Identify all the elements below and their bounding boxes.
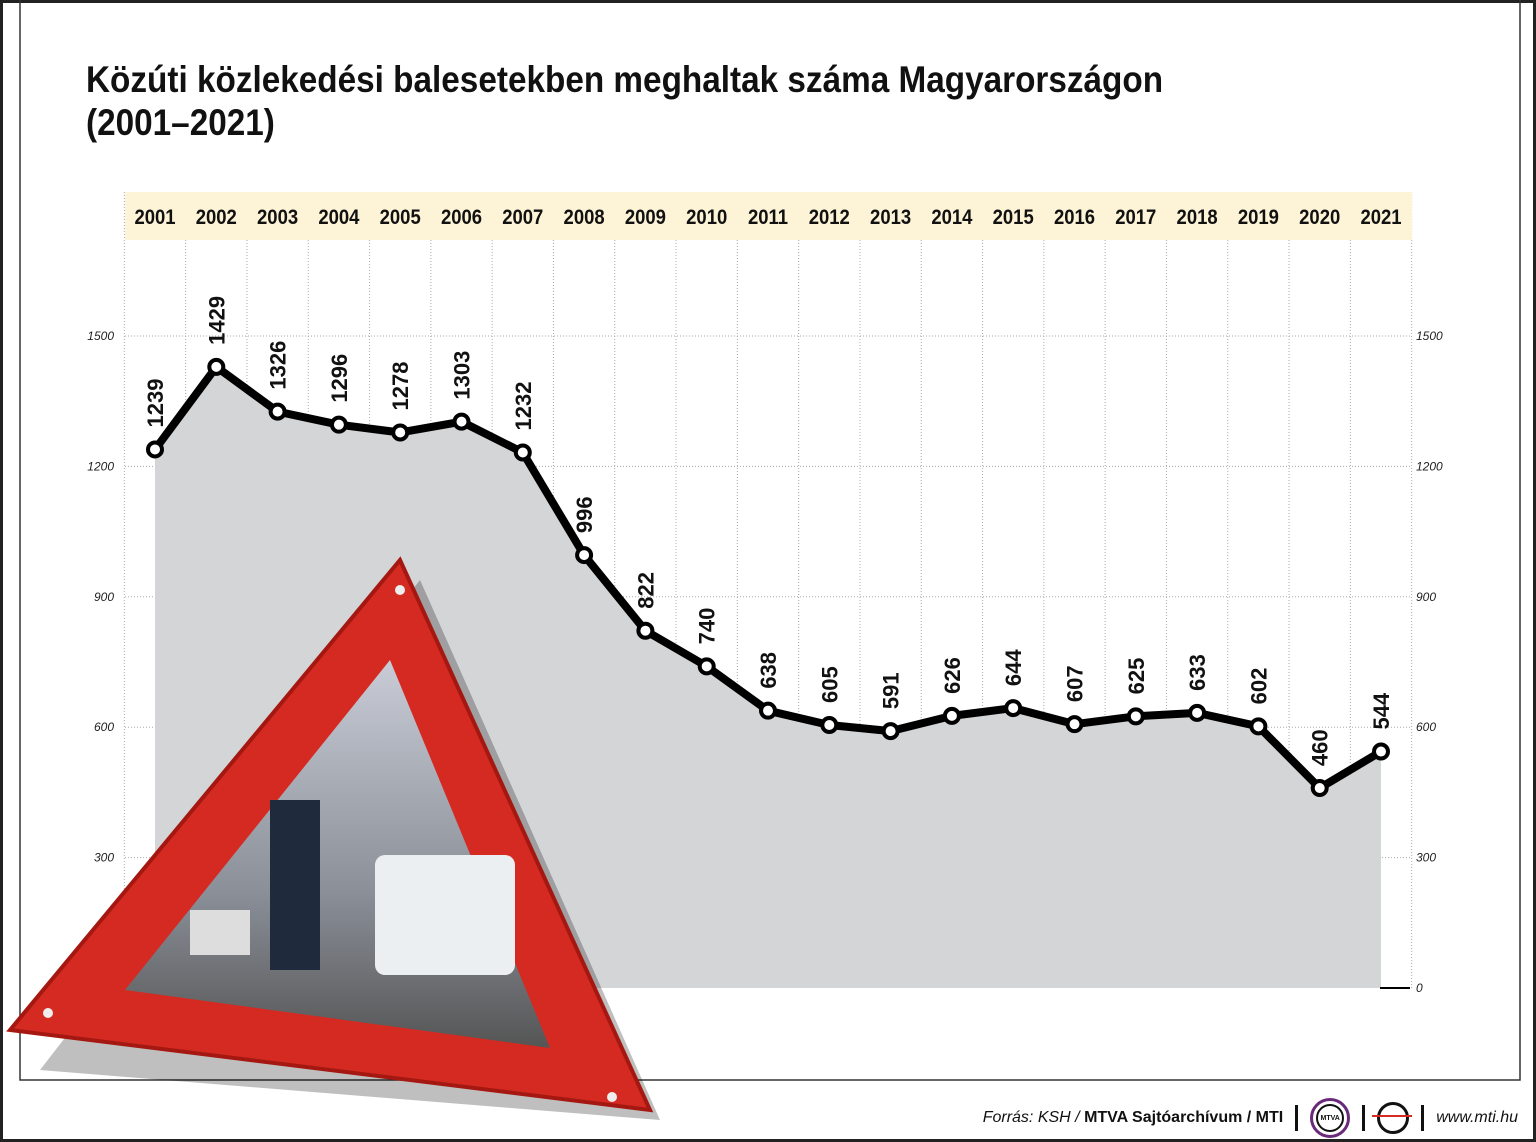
data-point xyxy=(329,415,348,434)
x-tick-label: 2019 xyxy=(1238,206,1279,229)
data-label: 638 xyxy=(756,652,781,689)
x-tick-label: 2011 xyxy=(748,206,788,229)
data-label: 544 xyxy=(1369,692,1394,729)
x-tick-label: 2004 xyxy=(318,206,359,229)
x-tick-label: 2001 xyxy=(134,206,175,229)
data-label: 1303 xyxy=(450,351,475,400)
data-label: 822 xyxy=(633,572,658,609)
y-tick-label-left: 1500 xyxy=(87,329,114,343)
x-tick-label: 2005 xyxy=(380,206,421,229)
data-point xyxy=(1126,707,1145,726)
data-point xyxy=(759,701,777,720)
x-tick-label: 2008 xyxy=(564,206,605,229)
data-label: 1326 xyxy=(266,341,291,390)
source-text: Forrás: KSH / MTVA Sajtóarchívum / MTI xyxy=(982,1109,1284,1126)
data-point xyxy=(513,443,532,462)
x-tick-label: 2010 xyxy=(686,206,727,229)
data-label: 625 xyxy=(1124,658,1149,695)
data-point xyxy=(391,423,410,442)
mti-logo xyxy=(1372,1102,1413,1134)
x-tick-label: 2017 xyxy=(1115,206,1156,229)
footer: Forrás: KSH / MTVA Sajtóarchívum / MTI M… xyxy=(983,1098,1518,1138)
data-point xyxy=(636,621,655,640)
title-line-2: (2001–2021) xyxy=(86,102,275,143)
x-tick-label: 2015 xyxy=(993,206,1034,229)
data-point xyxy=(146,440,164,459)
data-label: 591 xyxy=(879,672,904,709)
x-tick-label: 2020 xyxy=(1299,206,1340,229)
data-label: 1429 xyxy=(204,296,229,345)
data-label: 644 xyxy=(1001,649,1026,686)
year-header-band xyxy=(125,192,1412,240)
title-line-1: Közúti közlekedési balesetekben meghalta… xyxy=(86,59,1164,100)
y-tick-label-right: 0 xyxy=(1416,981,1423,995)
data-label: 1296 xyxy=(327,354,352,403)
data-label: 633 xyxy=(1185,654,1210,691)
y-tick-label-left: 300 xyxy=(94,851,114,865)
separator xyxy=(1362,1105,1366,1131)
data-point xyxy=(1065,715,1084,734)
separator xyxy=(1295,1105,1299,1131)
website-url: www.mti.hu xyxy=(1436,1109,1518,1126)
y-tick-label-left: 900 xyxy=(94,590,114,604)
x-tick-label: 2006 xyxy=(441,206,482,229)
y-tick-label-left: 600 xyxy=(94,720,114,734)
data-point xyxy=(207,357,226,376)
y-tick-label-right: 900 xyxy=(1416,590,1436,604)
data-label: 626 xyxy=(940,657,965,694)
data-point xyxy=(268,402,287,421)
x-tick-label: 2016 xyxy=(1054,206,1095,229)
x-tick-label: 2012 xyxy=(809,206,850,229)
y-tick-label-right: 1500 xyxy=(1416,329,1443,343)
x-tick-label: 2002 xyxy=(196,206,237,229)
x-tick-label: 2003 xyxy=(257,206,298,229)
y-tick-label-right: 300 xyxy=(1416,851,1436,865)
data-point xyxy=(575,546,594,565)
y-tick-label-left: 1200 xyxy=(87,459,114,473)
data-point xyxy=(1310,779,1329,798)
x-tick-label: 2009 xyxy=(625,206,666,229)
data-point xyxy=(881,722,900,741)
data-label: 602 xyxy=(1246,668,1271,705)
mtva-logo: MTVA xyxy=(1310,1098,1351,1138)
data-label: 607 xyxy=(1063,665,1088,702)
data-label: 1278 xyxy=(388,362,413,411)
y-tick-label-right: 600 xyxy=(1416,720,1436,734)
data-label: 740 xyxy=(695,608,720,645)
x-tick-label: 2007 xyxy=(502,206,543,229)
data-point xyxy=(1004,699,1023,718)
data-point xyxy=(697,657,716,676)
x-tick-label: 2014 xyxy=(931,206,972,229)
data-point xyxy=(1372,742,1390,761)
data-point xyxy=(452,412,471,431)
data-point xyxy=(942,706,961,725)
chart-title: Közúti közlekedési balesetekben meghalta… xyxy=(86,58,1163,144)
data-label: 1239 xyxy=(143,378,168,427)
y-tick-label-right: 1200 xyxy=(1416,459,1443,473)
data-label: 1232 xyxy=(511,382,536,431)
data-label: 460 xyxy=(1308,729,1333,766)
x-tick-label: 2013 xyxy=(870,206,911,229)
data-point xyxy=(1249,717,1268,736)
data-point xyxy=(820,716,839,735)
data-label: 996 xyxy=(572,496,597,533)
separator xyxy=(1421,1105,1425,1131)
data-label: 605 xyxy=(817,666,842,703)
x-tick-label: 2018 xyxy=(1177,206,1218,229)
x-tick-label: 2021 xyxy=(1360,206,1401,229)
inner-frame xyxy=(19,0,1521,1081)
warning-triangle-image xyxy=(6,556,660,1120)
data-point xyxy=(1188,703,1207,722)
